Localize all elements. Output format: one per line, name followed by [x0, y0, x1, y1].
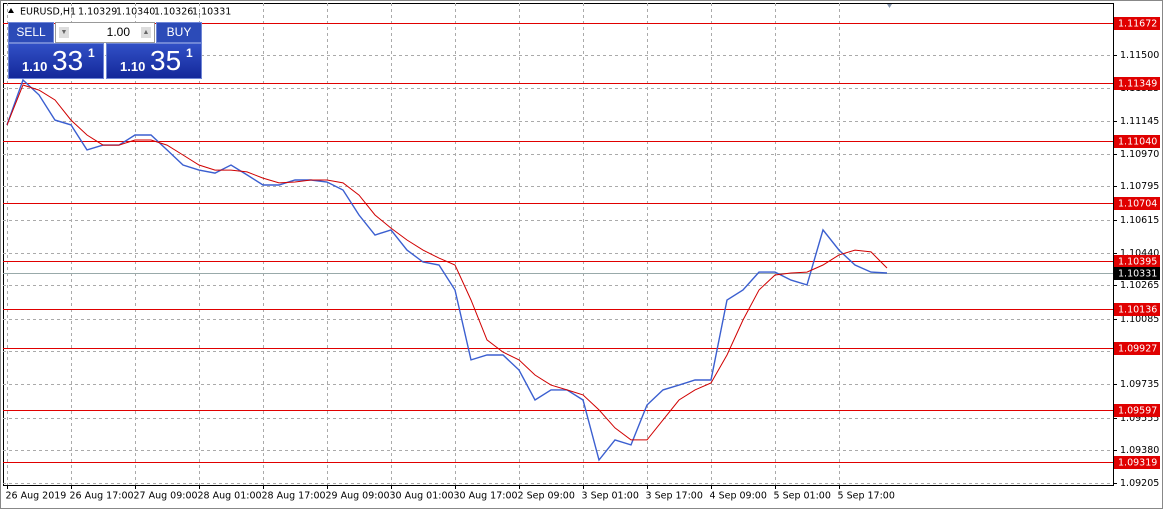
moving-average-line	[6, 84, 888, 441]
x-tick-label: 28 Aug 01:00	[198, 491, 262, 502]
y-tick-label: 1.09735	[1120, 379, 1159, 390]
level-label-box	[1114, 77, 1160, 90]
x-tick-label: 3 Sep 01:00	[582, 491, 639, 502]
x-tick-label: 2 Sep 09:00	[518, 491, 575, 502]
y-tick-label: 1.09380	[1120, 445, 1159, 456]
y-tick-label: 1.11145	[1120, 116, 1159, 127]
level-label-box	[1114, 197, 1160, 210]
level-label: 1.11040	[1118, 137, 1157, 148]
y-tick-label: 1.10970	[1120, 149, 1159, 160]
x-tick-label: 5 Sep 01:00	[774, 491, 831, 502]
x-tick-label: 30 Aug 01:00	[390, 491, 454, 502]
y-tick-label: 1.09555	[1120, 413, 1159, 424]
x-tick-label: 3 Sep 17:00	[646, 491, 703, 502]
symbol-title: EURUSD,H1	[20, 7, 76, 18]
x-tick-label: 29 Aug 09:00	[326, 491, 390, 502]
lot-increase[interactable]: ▲	[141, 27, 151, 38]
y-tick-label: 1.10085	[1120, 314, 1159, 325]
level-label: 1.10136	[1118, 305, 1157, 316]
level-label: 1.09319	[1118, 458, 1157, 469]
x-tick-label: 27 Aug 09:00	[134, 491, 198, 502]
level-label: 1.10704	[1118, 199, 1157, 210]
current-price-label: 1.10331	[1118, 269, 1157, 280]
price-line	[6, 78, 888, 462]
x-tick-label: 30 Aug 17:00	[454, 491, 518, 502]
lot-input[interactable]: ▼ 1.00 ▲	[55, 22, 155, 43]
level-label: 1.11672	[1118, 19, 1157, 30]
y-tick-label: 1.10795	[1120, 181, 1159, 192]
quote-close: 1.10331	[192, 7, 231, 18]
level-label: 1.09927	[1118, 344, 1157, 355]
buy-price-prefix: 1.10	[120, 59, 146, 74]
level-label: 1.11349	[1118, 79, 1157, 90]
sell-price-fraction: 1	[88, 46, 95, 60]
lot-value: 1.00	[106, 25, 130, 39]
x-tick-label: 4 Sep 09:00	[710, 491, 767, 502]
lot-decrease[interactable]: ▼	[59, 27, 69, 38]
sell-price[interactable]: 1.10 33 1	[8, 43, 104, 79]
level-label-box	[1114, 303, 1160, 316]
x-tick-label: 28 Aug 17:00	[262, 491, 326, 502]
y-tick-label: 1.09205	[1120, 478, 1159, 489]
collapse-icon[interactable]	[8, 8, 14, 13]
level-label-box	[1114, 17, 1160, 30]
x-tick-label: 26 Aug 17:00	[70, 491, 134, 502]
buy-price[interactable]: 1.10 35 1	[106, 43, 202, 79]
sell-price-pips: 33	[52, 45, 84, 76]
sell-button[interactable]: SELL	[8, 22, 54, 43]
x-tick-label: 5 Sep 17:00	[838, 491, 895, 502]
current-price-box	[1114, 267, 1160, 280]
level-label: 1.10395	[1118, 257, 1157, 268]
y-tick-label: 1.10265	[1120, 280, 1159, 291]
scroll-marker	[887, 4, 892, 8]
level-label-box	[1114, 135, 1160, 148]
buy-button[interactable]: BUY	[156, 22, 202, 43]
quote-open: 1.10329	[78, 7, 117, 18]
level-label: 1.09597	[1118, 406, 1157, 417]
level-label-box	[1114, 342, 1160, 355]
y-tick-label: 1.11500	[1120, 50, 1159, 61]
level-label-box	[1114, 456, 1160, 469]
quote-low: 1.10326	[154, 7, 193, 18]
sell-price-prefix: 1.10	[22, 59, 48, 74]
one-click-trading: SELL ▼ 1.00 ▲ BUY 1.10 33 1 1.10 35 1	[8, 22, 202, 79]
level-label-box	[1114, 404, 1160, 417]
level-label-box	[1114, 255, 1160, 268]
buy-price-pips: 35	[150, 45, 182, 76]
buy-price-fraction: 1	[186, 46, 193, 60]
y-tick-label: 1.10440	[1120, 248, 1159, 259]
y-tick-label: 1.10615	[1120, 215, 1159, 226]
x-tick-label: 26 Aug 2019	[6, 491, 67, 502]
